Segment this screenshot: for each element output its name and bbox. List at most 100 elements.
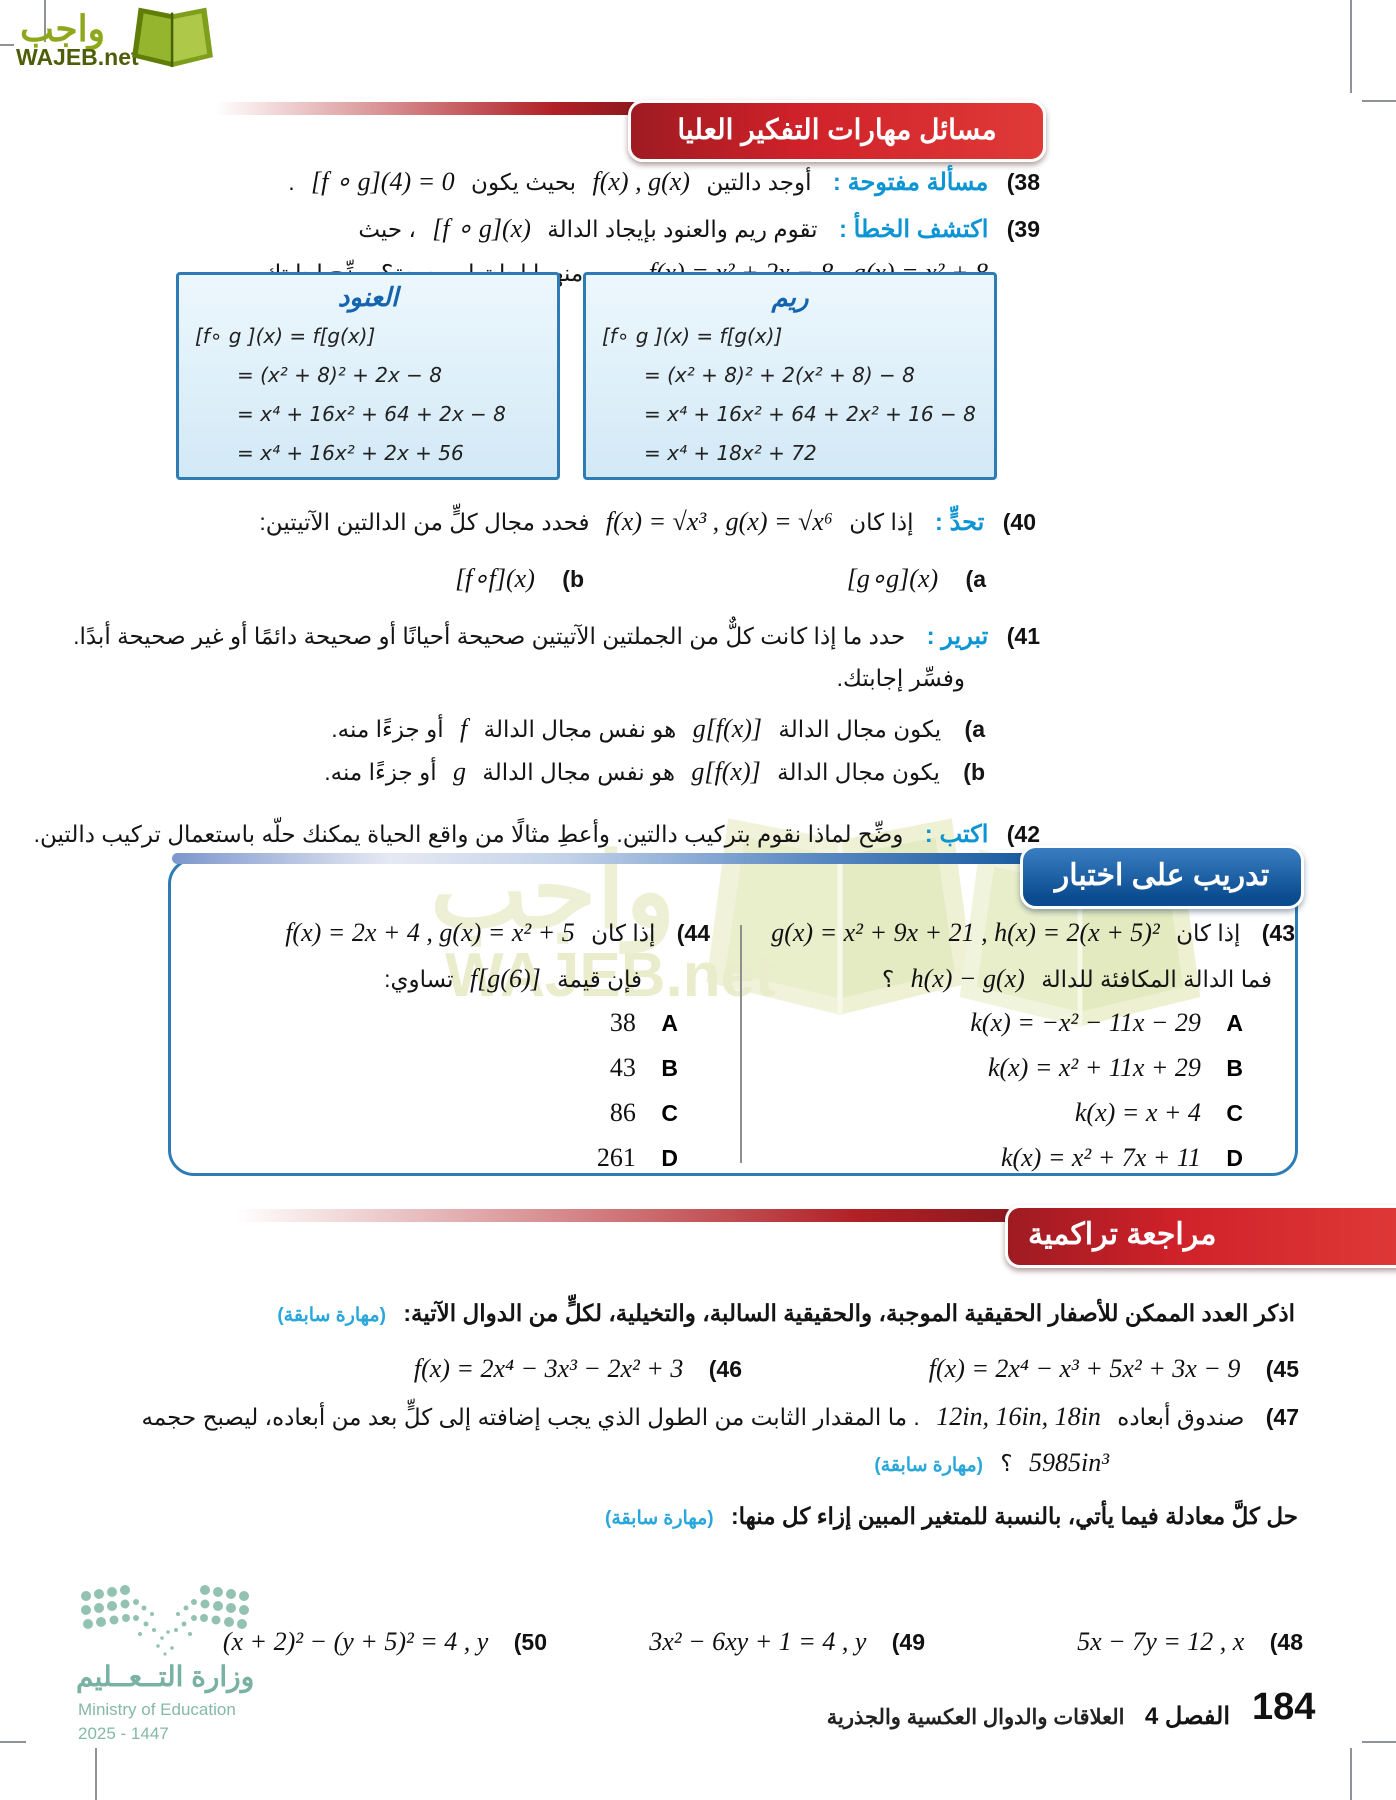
choice-value: 38 xyxy=(609,1008,636,1037)
crop-mark xyxy=(1350,1748,1352,1800)
solution-box-reem: ريم [f∘ g ](x) = f[g(x)] = (x² + 8)² + 2… xyxy=(583,272,997,480)
problem-number: (43 xyxy=(1261,920,1295,946)
problem-text: ؟ xyxy=(881,966,895,992)
problem-number: (40 xyxy=(1002,509,1036,535)
problem-number: (45 xyxy=(1265,1356,1299,1382)
crop-mark xyxy=(44,0,46,42)
problem-text: ؟ xyxy=(1000,1450,1013,1476)
solution-step: [f∘ g ](x) = f[g(x)] xyxy=(602,324,783,348)
problem-text: فما الدالة المكافئة للدالة xyxy=(1041,966,1272,992)
problem-text: أوجد دالتين xyxy=(706,169,812,195)
option-letter: (b xyxy=(963,759,985,785)
choice-43-b: B k(x) = x² + 11x + 29 xyxy=(981,1053,1243,1083)
choice-letter: C xyxy=(1226,1100,1243,1126)
problem-41-option-a: (a يكون مجال الدالة g[f(x)] هو نفس مجال … xyxy=(328,712,985,746)
solution-step: = x⁴ + 16x² + 64 + 2x − 8 xyxy=(237,402,506,426)
problem-text: فإن قيمة xyxy=(557,966,642,992)
problem-number: (44 xyxy=(676,920,710,946)
math-expression: h(x) − g(x) xyxy=(910,964,1025,993)
choice-44-c: C 86 xyxy=(603,1098,678,1128)
problem-keyword: تبرير : xyxy=(926,623,989,650)
math-expression: f(x) = 2x⁴ − x³ + 5x² + 3x − 9 xyxy=(928,1354,1241,1383)
choice-43-c: C k(x) = x + 4 xyxy=(1068,1098,1243,1128)
instruction-text: حل كلَّ معادلة فيما يأتي، بالنسبة للمتغي… xyxy=(731,1503,1298,1529)
problem-number: (46 xyxy=(708,1356,742,1382)
problem-text: وضِّح لماذا نقوم بتركيب دالتين. وأعطِ مث… xyxy=(33,821,904,847)
choice-letter: C xyxy=(661,1100,678,1126)
solve-intro: حل كلَّ معادلة فيما يأتي، بالنسبة للمتغي… xyxy=(597,1500,1301,1535)
problem-text: إذا كان xyxy=(1176,920,1241,946)
choice-43-d: D k(x) = x² + 7x + 11 xyxy=(994,1143,1243,1173)
skill-tag: (مهارة سابقة) xyxy=(277,1305,386,1326)
problem-40-option-a: (a [g∘g](x) xyxy=(840,562,986,596)
math-expression: [g∘g](x) xyxy=(846,564,939,593)
option-letter: (a xyxy=(964,716,985,742)
math-expression: k(x) = −x² − 11x − 29 xyxy=(970,1008,1201,1037)
choice-44-a: A 38 xyxy=(603,1008,678,1038)
solution-box-anoud: العنود [f∘ g ](x) = f[g(x)] = (x² + 8)² … xyxy=(176,272,560,480)
solution-step: = x⁴ + 18x² + 72 xyxy=(644,441,817,465)
banner-tail xyxy=(215,102,639,115)
math-expression: f(x) , g(x) xyxy=(592,167,690,196)
problem-text: يكون مجال الدالة xyxy=(777,759,940,785)
problem-keyword: تحدٍّ : xyxy=(934,509,985,536)
math-expression: 5985in³ xyxy=(1028,1448,1109,1477)
problem-number: (48 xyxy=(1269,1629,1303,1655)
problem-48: (48 5x − 7y = 12 , x xyxy=(1070,1625,1303,1659)
banner-tail xyxy=(235,1209,1013,1222)
chapter-label: الفصل 4 xyxy=(1144,1703,1230,1730)
solution-box-work: [f∘ g ](x) = f[g(x)] = (x² + 8)² + 2x − … xyxy=(179,313,557,473)
book-icon xyxy=(132,7,213,68)
section-banner-hots: مسائل مهارات التفكير العليا xyxy=(628,100,1046,162)
ministry-name-english: Ministry of Education xyxy=(78,1700,236,1719)
problem-45: (45 f(x) = 2x⁴ − x³ + 5x² + 3x − 9 xyxy=(922,1352,1299,1386)
wajeb-logo-latin: WAJEB.net xyxy=(16,44,139,70)
choice-letter: D xyxy=(1226,1145,1243,1171)
problem-text: . ما المقدار الثابت من الطول الذي يجب إض… xyxy=(141,1404,920,1430)
solution-step: = (x² + 8)² + 2(x² + 8) − 8 xyxy=(644,363,915,387)
choice-value: 86 xyxy=(609,1098,636,1127)
math-expression: 5x − 7y = 12 , x xyxy=(1077,1627,1245,1656)
crop-mark xyxy=(1362,100,1396,102)
problem-40: (40 تحدٍّ : إذا كان f(x) = √x³ , g(x) = … xyxy=(256,505,1036,539)
problem-text: يكون مجال الدالة xyxy=(778,716,942,742)
solution-box-work: [f∘ g ](x) = f[g(x)] = (x² + 8)² + 2(x² … xyxy=(586,313,994,473)
choice-letter: D xyxy=(661,1145,678,1171)
problem-49: (49 3x² − 6xy + 1 = 4 , y xyxy=(642,1625,925,1659)
problem-text: هو نفس مجال الدالة xyxy=(482,759,676,785)
math-expression: k(x) = x + 4 xyxy=(1074,1098,1201,1127)
solution-step: [f∘ g ](x) = f[g(x)] xyxy=(195,324,376,348)
solution-step: = x⁴ + 16x² + 2x + 56 xyxy=(237,441,464,465)
choice-letter: B xyxy=(661,1055,678,1081)
solution-box-title: العنود xyxy=(337,283,399,313)
problem-number: (42 xyxy=(1006,821,1040,847)
skill-tag: (مهارة سابقة) xyxy=(874,1455,983,1476)
choice-letter: B xyxy=(1226,1055,1243,1081)
page-number: 184 xyxy=(1252,1686,1316,1728)
instruction-text: اذكر العدد الممكن للأصفار الحقيقية الموج… xyxy=(403,1300,1295,1326)
skill-tag: (مهارة سابقة) xyxy=(605,1508,714,1529)
solution-step: = (x² + 8)² + 2x − 8 xyxy=(237,363,443,387)
option-letter: (b xyxy=(562,566,584,592)
problem-39-line1: (39 اكتشف الخطأ : تقوم ريم والعنود بإيجا… xyxy=(355,212,1040,246)
problem-47-line2: 5985in³ ؟ (مهارة سابقة) xyxy=(866,1446,1116,1482)
math-expression: k(x) = x² + 11x + 29 xyxy=(987,1053,1201,1082)
problem-number: (39 xyxy=(1006,216,1040,242)
math-expression: g[f(x)] xyxy=(691,757,761,786)
crop-mark xyxy=(95,1748,97,1800)
column-divider xyxy=(740,925,742,1163)
crop-mark xyxy=(0,44,14,46)
option-letter: (a xyxy=(965,566,986,592)
ministry-name-arabic: وزارة التــعــليم xyxy=(76,1661,255,1692)
problem-41-line1: (41 تبرير : حدد ما إذا كانت كلٌّ من الجم… xyxy=(70,620,1040,653)
problem-number: (38 xyxy=(1006,169,1040,195)
math-expression: f(x) = 2x⁴ − 3x³ − 2x² + 3 xyxy=(413,1354,684,1383)
problem-44-line1: (44 إذا كان f(x) = 2x + 4 , g(x) = x² + … xyxy=(278,916,710,950)
wajeb-logo: واجب WAJEB.net xyxy=(12,6,227,72)
problem-number: (47 xyxy=(1265,1404,1299,1430)
math-expression: 3x² − 6xy + 1 = 4 , y xyxy=(649,1627,867,1656)
wajeb-logo-arabic: واجب xyxy=(20,8,105,49)
problem-text: . xyxy=(288,169,295,195)
problem-41-option-b: (b يكون مجال الدالة g[f(x)] هو نفس مجال … xyxy=(321,755,985,789)
problem-text: ، حيث xyxy=(358,216,416,242)
